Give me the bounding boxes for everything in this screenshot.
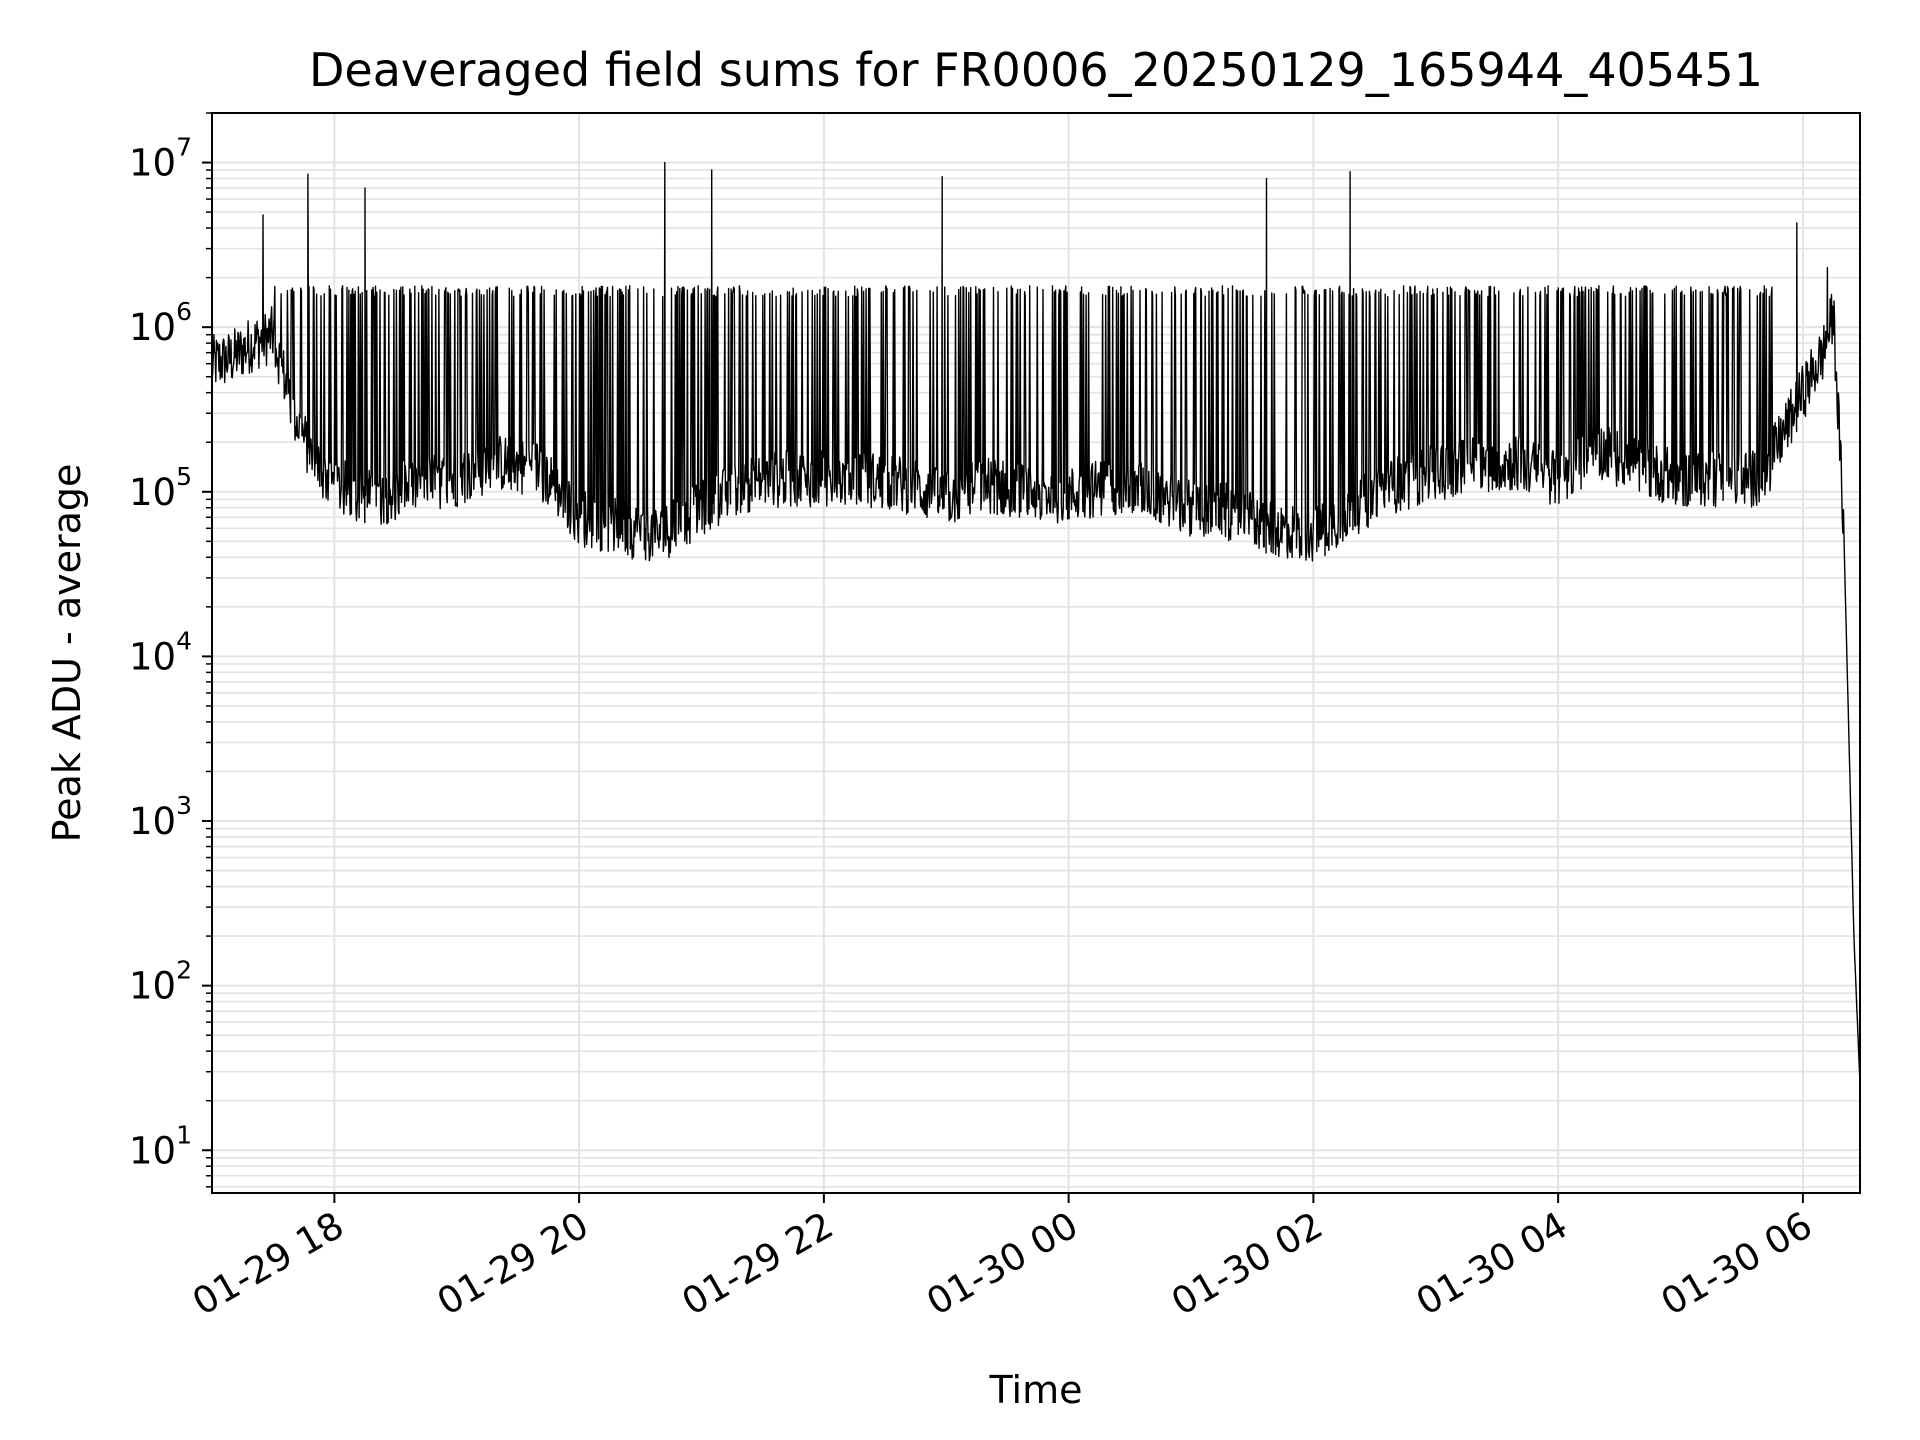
x-axis: 01-29 18 01-29 20 01-29 22 01-30 00 01-30 02… (185, 1193, 1819, 1324)
x-tick-label: 01-29 22 (675, 1204, 841, 1324)
x-tick-label: 01-30 06 (1654, 1204, 1820, 1324)
chart-title: Deaveraged field sums for FR0006_2025012… (309, 43, 1763, 97)
y-tick-label: 101 (129, 1120, 192, 1172)
y-tick-label: 103 (129, 791, 192, 843)
y-axis: 101 102 103 104 105 106 107 (129, 112, 212, 1188)
y-tick-label: 102 (129, 956, 192, 1008)
x-tick-label: 01-30 02 (1164, 1204, 1330, 1324)
plot-frame (211, 112, 1861, 1194)
x-tick-label: 01-29 18 (185, 1204, 351, 1324)
y-tick-label: 104 (129, 626, 192, 678)
x-axis-label: Time (989, 1368, 1083, 1412)
y-tick-label: 107 (129, 133, 192, 185)
y-axis-label: Peak ADU - average (45, 464, 89, 843)
y-tick-label: 106 (129, 297, 192, 349)
grid-lines (212, 112, 1860, 1193)
data-line (212, 161, 1860, 1085)
x-tick-label: 01-30 04 (1409, 1204, 1575, 1324)
x-tick-label: 01-30 00 (920, 1204, 1086, 1324)
series-line (212, 161, 1860, 1085)
x-tick-label: 01-29 20 (430, 1204, 596, 1324)
y-tick-label: 105 (129, 462, 192, 514)
